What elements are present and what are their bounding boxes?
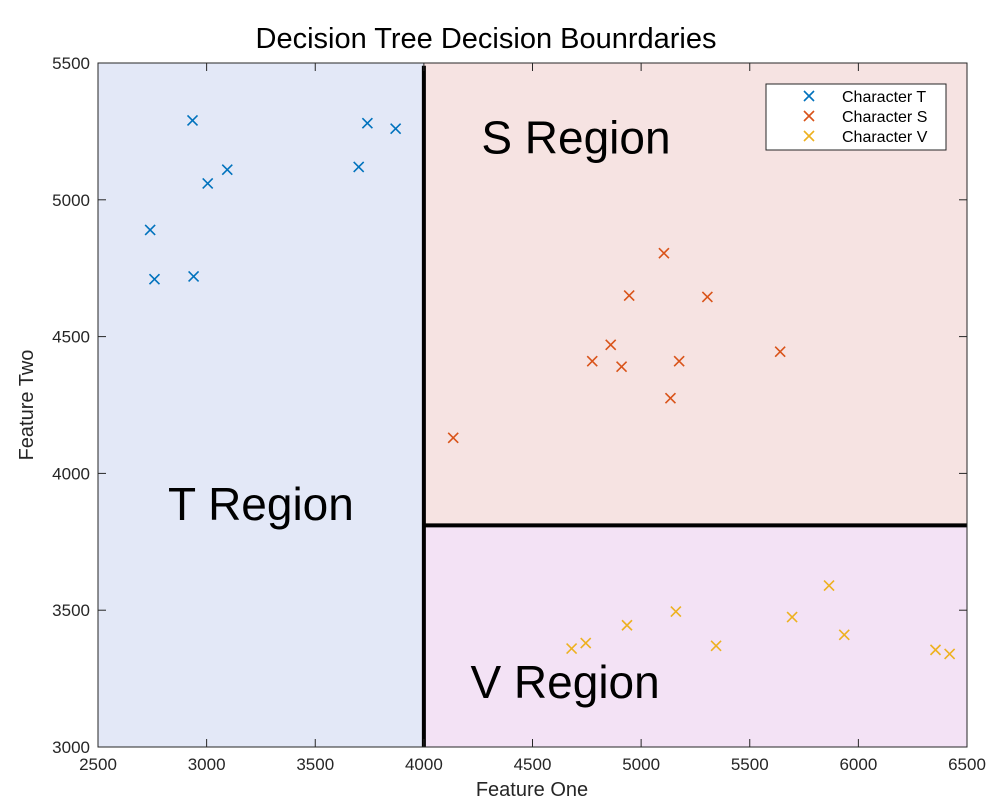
x-tick-label: 4500 — [514, 755, 552, 774]
data-point-marker — [673, 355, 685, 367]
x-tick-label: 2500 — [79, 755, 117, 774]
boundaries-layer — [421, 65, 967, 747]
data-point-marker — [202, 177, 214, 189]
y-tick-label: 5000 — [52, 191, 90, 210]
data-point-marker — [786, 611, 798, 623]
data-point-marker — [658, 247, 670, 259]
data-point-marker — [580, 637, 592, 649]
region-area — [423, 525, 967, 747]
data-point-marker — [148, 273, 161, 285]
legend-marker — [803, 90, 815, 102]
x-axis-label: Feature One — [476, 779, 588, 801]
x-tick-label: 3500 — [296, 755, 334, 774]
data-point-marker — [616, 361, 628, 373]
points-layer — [144, 114, 956, 660]
x-tick-label: 6500 — [948, 755, 986, 774]
x-tick-label: 6000 — [839, 755, 877, 774]
x-tick-label: 4000 — [405, 755, 443, 774]
y-tick-label: 3000 — [52, 738, 90, 757]
region-area — [98, 63, 424, 747]
legend-entry-label: Character V — [842, 129, 928, 146]
data-point-marker — [623, 289, 635, 302]
legend: Character T Character S Character V — [765, 83, 947, 151]
data-point-marker — [701, 291, 713, 303]
legend-marker — [803, 130, 815, 142]
data-point-marker — [710, 640, 722, 652]
data-point-marker — [670, 606, 682, 618]
x-tick-label: 5000 — [622, 755, 660, 774]
data-point-marker — [186, 114, 199, 127]
data-point-marker — [664, 392, 677, 404]
data-point-marker — [144, 224, 156, 236]
x-tick-label: 3000 — [188, 755, 226, 774]
x-tick-label: 5500 — [731, 755, 769, 774]
data-point-marker — [774, 346, 786, 358]
chart-title: Decision Tree Decision Bounrdaries — [256, 23, 717, 55]
data-point-marker — [188, 270, 200, 282]
region-label: V Region — [470, 656, 659, 708]
legend-marker — [803, 110, 815, 122]
ticks-layer: 2500 3000 3500 4000 4500 5000 5500 6000 65003000… — [52, 54, 986, 774]
data-point-marker — [353, 161, 365, 173]
data-point-marker — [586, 355, 598, 367]
data-point-marker — [390, 123, 402, 135]
data-point-marker — [621, 619, 633, 631]
data-point-marker — [605, 339, 617, 351]
data-point-marker — [566, 642, 578, 655]
region-label: S Region — [481, 111, 670, 163]
data-point-marker — [221, 164, 233, 176]
legend-box — [765, 83, 947, 151]
data-point-marker — [838, 629, 850, 641]
data-point-marker — [447, 432, 459, 444]
y-tick-label: 4500 — [52, 328, 90, 347]
legend-entry-label: Character S — [842, 109, 927, 126]
legend-entry-label: Character T — [842, 89, 926, 106]
y-axis-label: Feature Two — [16, 350, 38, 461]
data-point-marker — [361, 117, 373, 129]
y-tick-label: 5500 — [52, 54, 90, 73]
region-label: T Region — [168, 478, 354, 530]
data-point-marker — [944, 648, 956, 660]
y-tick-label: 4000 — [52, 464, 90, 483]
region-labels-layer: T Region S Region V Region — [168, 111, 671, 707]
regions-layer — [98, 63, 967, 747]
y-tick-label: 3500 — [52, 601, 90, 620]
data-point-marker — [823, 580, 835, 592]
data-point-marker — [929, 644, 942, 656]
legend-items: Character T Character S Character V — [803, 89, 928, 146]
